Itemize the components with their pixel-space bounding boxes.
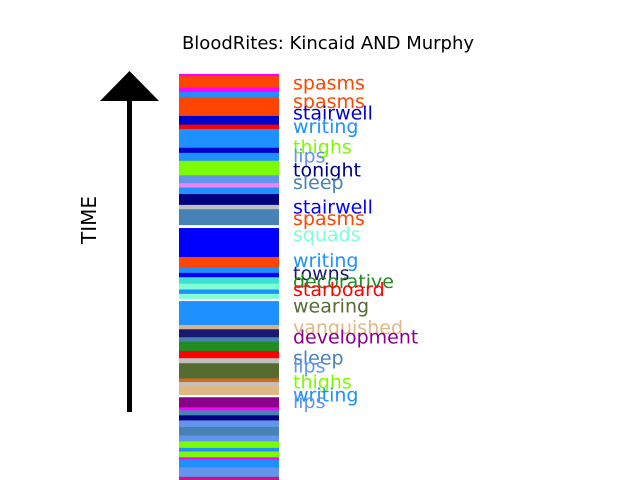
stripe-label-22: lips	[293, 391, 326, 413]
stripe-0	[179, 74, 279, 77]
stripe-52	[179, 476, 279, 480]
stripe-29	[179, 329, 279, 338]
stripe-42	[179, 415, 279, 421]
stripe-label-17: development	[293, 327, 418, 349]
stripe-43	[179, 420, 279, 428]
stripe-label-12: towns	[293, 263, 350, 285]
stripe-3	[179, 92, 279, 98]
stripe-25	[179, 293, 279, 300]
stripe-8	[179, 147, 279, 154]
chart-title: BloodRites: Kincaid AND Murphy	[182, 33, 474, 54]
stripe-31	[179, 341, 279, 352]
stripe-38	[179, 395, 279, 398]
stripe-label-15: wearing	[293, 295, 369, 317]
stripe-label-0: spasms	[293, 73, 365, 95]
stripe-36	[179, 382, 279, 387]
stripe-40	[179, 407, 279, 411]
stripe-44	[179, 426, 279, 436]
stripe-label-18: sleep	[293, 347, 344, 369]
stripe-27	[179, 301, 279, 326]
stripe-20	[179, 267, 279, 274]
stripe-4	[179, 97, 279, 117]
stripe-label-2: stairwell	[293, 102, 373, 124]
stripe-12	[179, 183, 279, 188]
stripe-33	[179, 358, 279, 364]
stripe-35	[179, 378, 279, 383]
stripe-7	[179, 128, 279, 149]
stripe-label-10: squads	[293, 224, 361, 246]
stripe-34	[179, 363, 279, 379]
stripe-49	[179, 457, 279, 460]
stripe-19	[179, 256, 279, 269]
stripe-13	[179, 187, 279, 195]
stripe-label-20: thighs	[293, 371, 352, 393]
stripe-21	[179, 272, 279, 278]
stripe-23	[179, 283, 279, 290]
stripe-37	[179, 385, 279, 396]
time-arrow-shaft	[127, 98, 132, 412]
stripe-label-13: decorative	[293, 271, 394, 293]
stripe-label-4: thighs	[293, 136, 352, 158]
stripe-22	[179, 277, 279, 285]
stripe-1	[179, 76, 279, 89]
stripe-6	[179, 124, 279, 130]
stripe-26	[179, 298, 279, 302]
stripe-10	[179, 160, 279, 176]
stripe-label-8: stairwell	[293, 196, 373, 218]
stripe-group	[179, 74, 279, 480]
stripe-label-11: writing	[293, 250, 358, 272]
time-arrow	[100, 71, 159, 412]
stripe-24	[179, 289, 279, 295]
stripe-2	[179, 87, 279, 93]
stripe-14	[179, 194, 279, 206]
stripe-label-16: vanquished	[293, 317, 403, 339]
stripe-11	[179, 175, 279, 184]
label-group: spasmsspasmsstairwellwritingthighslipsto…	[293, 73, 418, 413]
stripe-48	[179, 451, 279, 458]
stripe-label-7: sleep	[293, 172, 344, 194]
stripe-18	[179, 228, 279, 258]
stripe-9	[179, 152, 279, 162]
stripe-5	[179, 115, 279, 126]
stripe-51	[179, 467, 279, 478]
stripe-label-21: writing	[293, 384, 358, 406]
stripe-15	[179, 204, 279, 210]
stripe-label-6: tonight	[293, 159, 361, 181]
stripe-label-9: spasms	[293, 208, 365, 230]
stripe-50	[179, 459, 279, 468]
time-axis-label: TIME	[77, 196, 101, 245]
stripe-label-14: starboard	[293, 279, 385, 301]
stripe-30	[179, 337, 279, 342]
stripe-32	[179, 350, 279, 359]
stripe-46	[179, 441, 279, 449]
stripe-16	[179, 209, 279, 226]
stripe-17	[179, 225, 279, 229]
stripe-28	[179, 324, 279, 330]
stripe-45	[179, 435, 279, 442]
stripe-39	[179, 397, 279, 408]
stripe-label-1: spasms	[293, 91, 365, 113]
time-arrow-head	[100, 71, 159, 101]
stripe-47	[179, 447, 279, 452]
stripe-label-5: lips	[293, 146, 326, 168]
stripe-label-19: lips	[293, 355, 326, 377]
stripe-label-3: writing	[293, 116, 358, 138]
stripe-41	[179, 410, 279, 416]
